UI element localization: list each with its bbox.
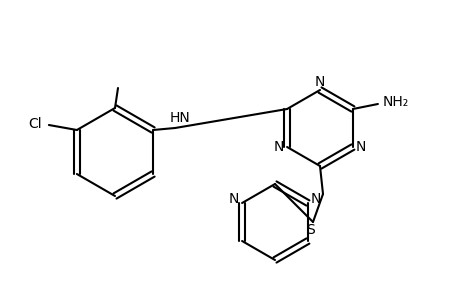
- Text: S: S: [306, 223, 315, 237]
- Text: N: N: [229, 192, 239, 206]
- Text: N: N: [310, 192, 320, 206]
- Text: HN: HN: [169, 111, 190, 125]
- Text: N: N: [314, 75, 325, 89]
- Text: Cl: Cl: [28, 117, 42, 131]
- Text: NH₂: NH₂: [382, 95, 408, 109]
- Text: N: N: [355, 140, 365, 154]
- Text: N: N: [273, 140, 284, 154]
